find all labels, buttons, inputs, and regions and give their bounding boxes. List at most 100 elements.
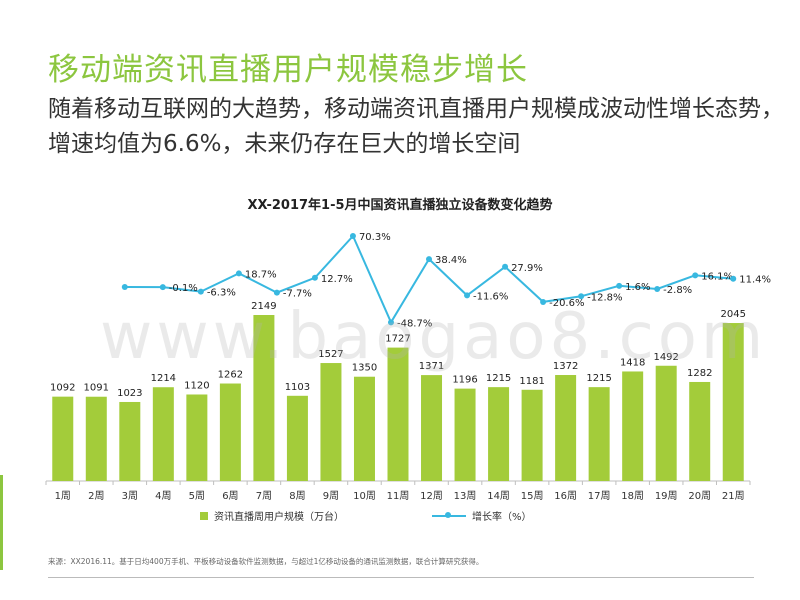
x-tick-label: 14周 bbox=[487, 490, 510, 502]
x-tick-label: 20周 bbox=[688, 490, 711, 502]
bar bbox=[52, 396, 74, 481]
x-tick-label: 16周 bbox=[554, 490, 577, 502]
x-tick-label: 2周 bbox=[88, 490, 104, 502]
source-note: 来源：XX2016.11。基于日均400万手机、平板移动设备软件监测数据，与超过… bbox=[48, 557, 484, 566]
bar bbox=[387, 347, 409, 481]
x-tick-label: 8周 bbox=[289, 490, 305, 502]
growth-point bbox=[578, 293, 585, 300]
growth-value-label: 1.6% bbox=[625, 282, 650, 293]
x-tick-label: 1周 bbox=[55, 490, 71, 502]
legend-swatch-bar bbox=[200, 511, 208, 520]
growth-point bbox=[235, 270, 242, 277]
bar bbox=[689, 381, 711, 481]
bar-value-label: 1120 bbox=[184, 380, 209, 391]
growth-point bbox=[387, 319, 394, 326]
growth-value-label: 18.7% bbox=[245, 269, 277, 280]
growth-point bbox=[464, 292, 471, 299]
bar-value-label: 1350 bbox=[352, 363, 377, 374]
growth-value-label: 16.1% bbox=[701, 271, 733, 282]
bar bbox=[722, 323, 744, 481]
bar bbox=[219, 383, 241, 481]
page-subtitle: 随着移动互联网的大趋势，移动端资讯直播用户规模成波动性增长态势，增速均值为6.6… bbox=[48, 96, 784, 157]
growth-point bbox=[616, 282, 623, 289]
accent-strip bbox=[0, 475, 3, 570]
bar-value-label: 1023 bbox=[117, 388, 142, 399]
x-tick-label: 11周 bbox=[387, 490, 410, 502]
x-tick-label: 12周 bbox=[420, 490, 443, 502]
bar-value-label: 1492 bbox=[653, 352, 678, 363]
growth-value-label: -11.6% bbox=[473, 291, 508, 302]
x-tick-label: 6周 bbox=[222, 490, 238, 502]
bar-value-label: 1527 bbox=[318, 349, 343, 360]
growth-point bbox=[654, 286, 661, 293]
bar bbox=[320, 363, 342, 481]
x-tick-label: 21周 bbox=[722, 490, 745, 502]
bar bbox=[488, 387, 510, 481]
x-tick-label: 19周 bbox=[655, 490, 678, 502]
legend-label-bar: 资讯直播周用户规模（万台） bbox=[214, 512, 344, 523]
bar-value-label: 1103 bbox=[285, 382, 310, 393]
bar bbox=[253, 315, 275, 481]
chart-title: XX-2017年1-5月中国资讯直播独立设备数变化趋势 bbox=[247, 198, 553, 213]
bar-value-label: 1282 bbox=[687, 368, 712, 379]
legend-item-line: 增长率（%） bbox=[432, 508, 532, 523]
divider bbox=[48, 577, 754, 578]
x-tick-label: 7周 bbox=[256, 490, 272, 502]
growth-point bbox=[159, 284, 166, 291]
bar-value-label: 1196 bbox=[452, 375, 477, 386]
legend-label-line: 增长率（%） bbox=[472, 512, 532, 523]
x-tick-label: 15周 bbox=[521, 490, 544, 502]
page-title: 移动端资讯直播用户规模稳步增长 bbox=[48, 52, 528, 88]
growth-point bbox=[692, 272, 699, 279]
bar-value-label: 1372 bbox=[553, 361, 578, 372]
growth-value-label: 11.4% bbox=[739, 275, 771, 286]
bar-value-label: 1262 bbox=[218, 370, 243, 381]
growth-value-label: -6.3% bbox=[207, 288, 236, 299]
growth-value-label: -2.8% bbox=[663, 285, 692, 296]
bar bbox=[588, 387, 610, 481]
growth-value-label: -48.7% bbox=[397, 318, 432, 329]
growth-value-label: -20.6% bbox=[549, 298, 584, 309]
x-tick-label: 18周 bbox=[621, 490, 644, 502]
x-tick-label: 5周 bbox=[189, 490, 205, 502]
bar bbox=[521, 389, 543, 481]
x-tick-label: 17周 bbox=[588, 490, 611, 502]
bar-value-label: 1092 bbox=[50, 383, 75, 394]
x-tick-label: 4周 bbox=[155, 490, 171, 502]
x-tick-label: 3周 bbox=[122, 490, 138, 502]
growth-value-label: 70.3% bbox=[359, 232, 391, 243]
bar bbox=[85, 396, 107, 481]
growth-value-label: -7.7% bbox=[283, 289, 312, 300]
growth-point bbox=[349, 233, 356, 239]
growth-point bbox=[311, 274, 318, 281]
growth-point bbox=[540, 298, 547, 305]
legend-swatch-line bbox=[432, 511, 466, 518]
growth-point bbox=[273, 289, 280, 296]
bar bbox=[655, 365, 677, 481]
growth-point bbox=[197, 288, 204, 295]
bar bbox=[454, 388, 476, 481]
legend-item-bars: 资讯直播周用户规模（万台） bbox=[200, 508, 344, 523]
bar bbox=[186, 394, 208, 481]
bar-value-label: 1371 bbox=[419, 361, 444, 372]
bar-value-label: 2149 bbox=[251, 301, 276, 312]
bar bbox=[622, 371, 644, 481]
growth-value-label: -0.1% bbox=[169, 283, 198, 294]
growth-value-label: -12.8% bbox=[587, 292, 622, 303]
bar bbox=[286, 395, 308, 481]
bar-value-label: 1215 bbox=[586, 373, 611, 384]
bar-value-label: 1091 bbox=[84, 383, 109, 394]
growth-value-label: 38.4% bbox=[435, 255, 467, 266]
bar bbox=[353, 376, 375, 481]
bar bbox=[152, 387, 174, 481]
growth-point bbox=[426, 256, 433, 263]
bar bbox=[421, 375, 443, 481]
growth-value-label: 27.9% bbox=[511, 263, 543, 274]
bar-value-label: 1727 bbox=[385, 334, 410, 345]
bar-value-label: 2045 bbox=[721, 309, 746, 320]
x-tick-label: 9周 bbox=[323, 490, 339, 502]
growth-point bbox=[121, 284, 128, 290]
x-tick-label: 13周 bbox=[454, 490, 477, 502]
bar bbox=[119, 401, 141, 481]
